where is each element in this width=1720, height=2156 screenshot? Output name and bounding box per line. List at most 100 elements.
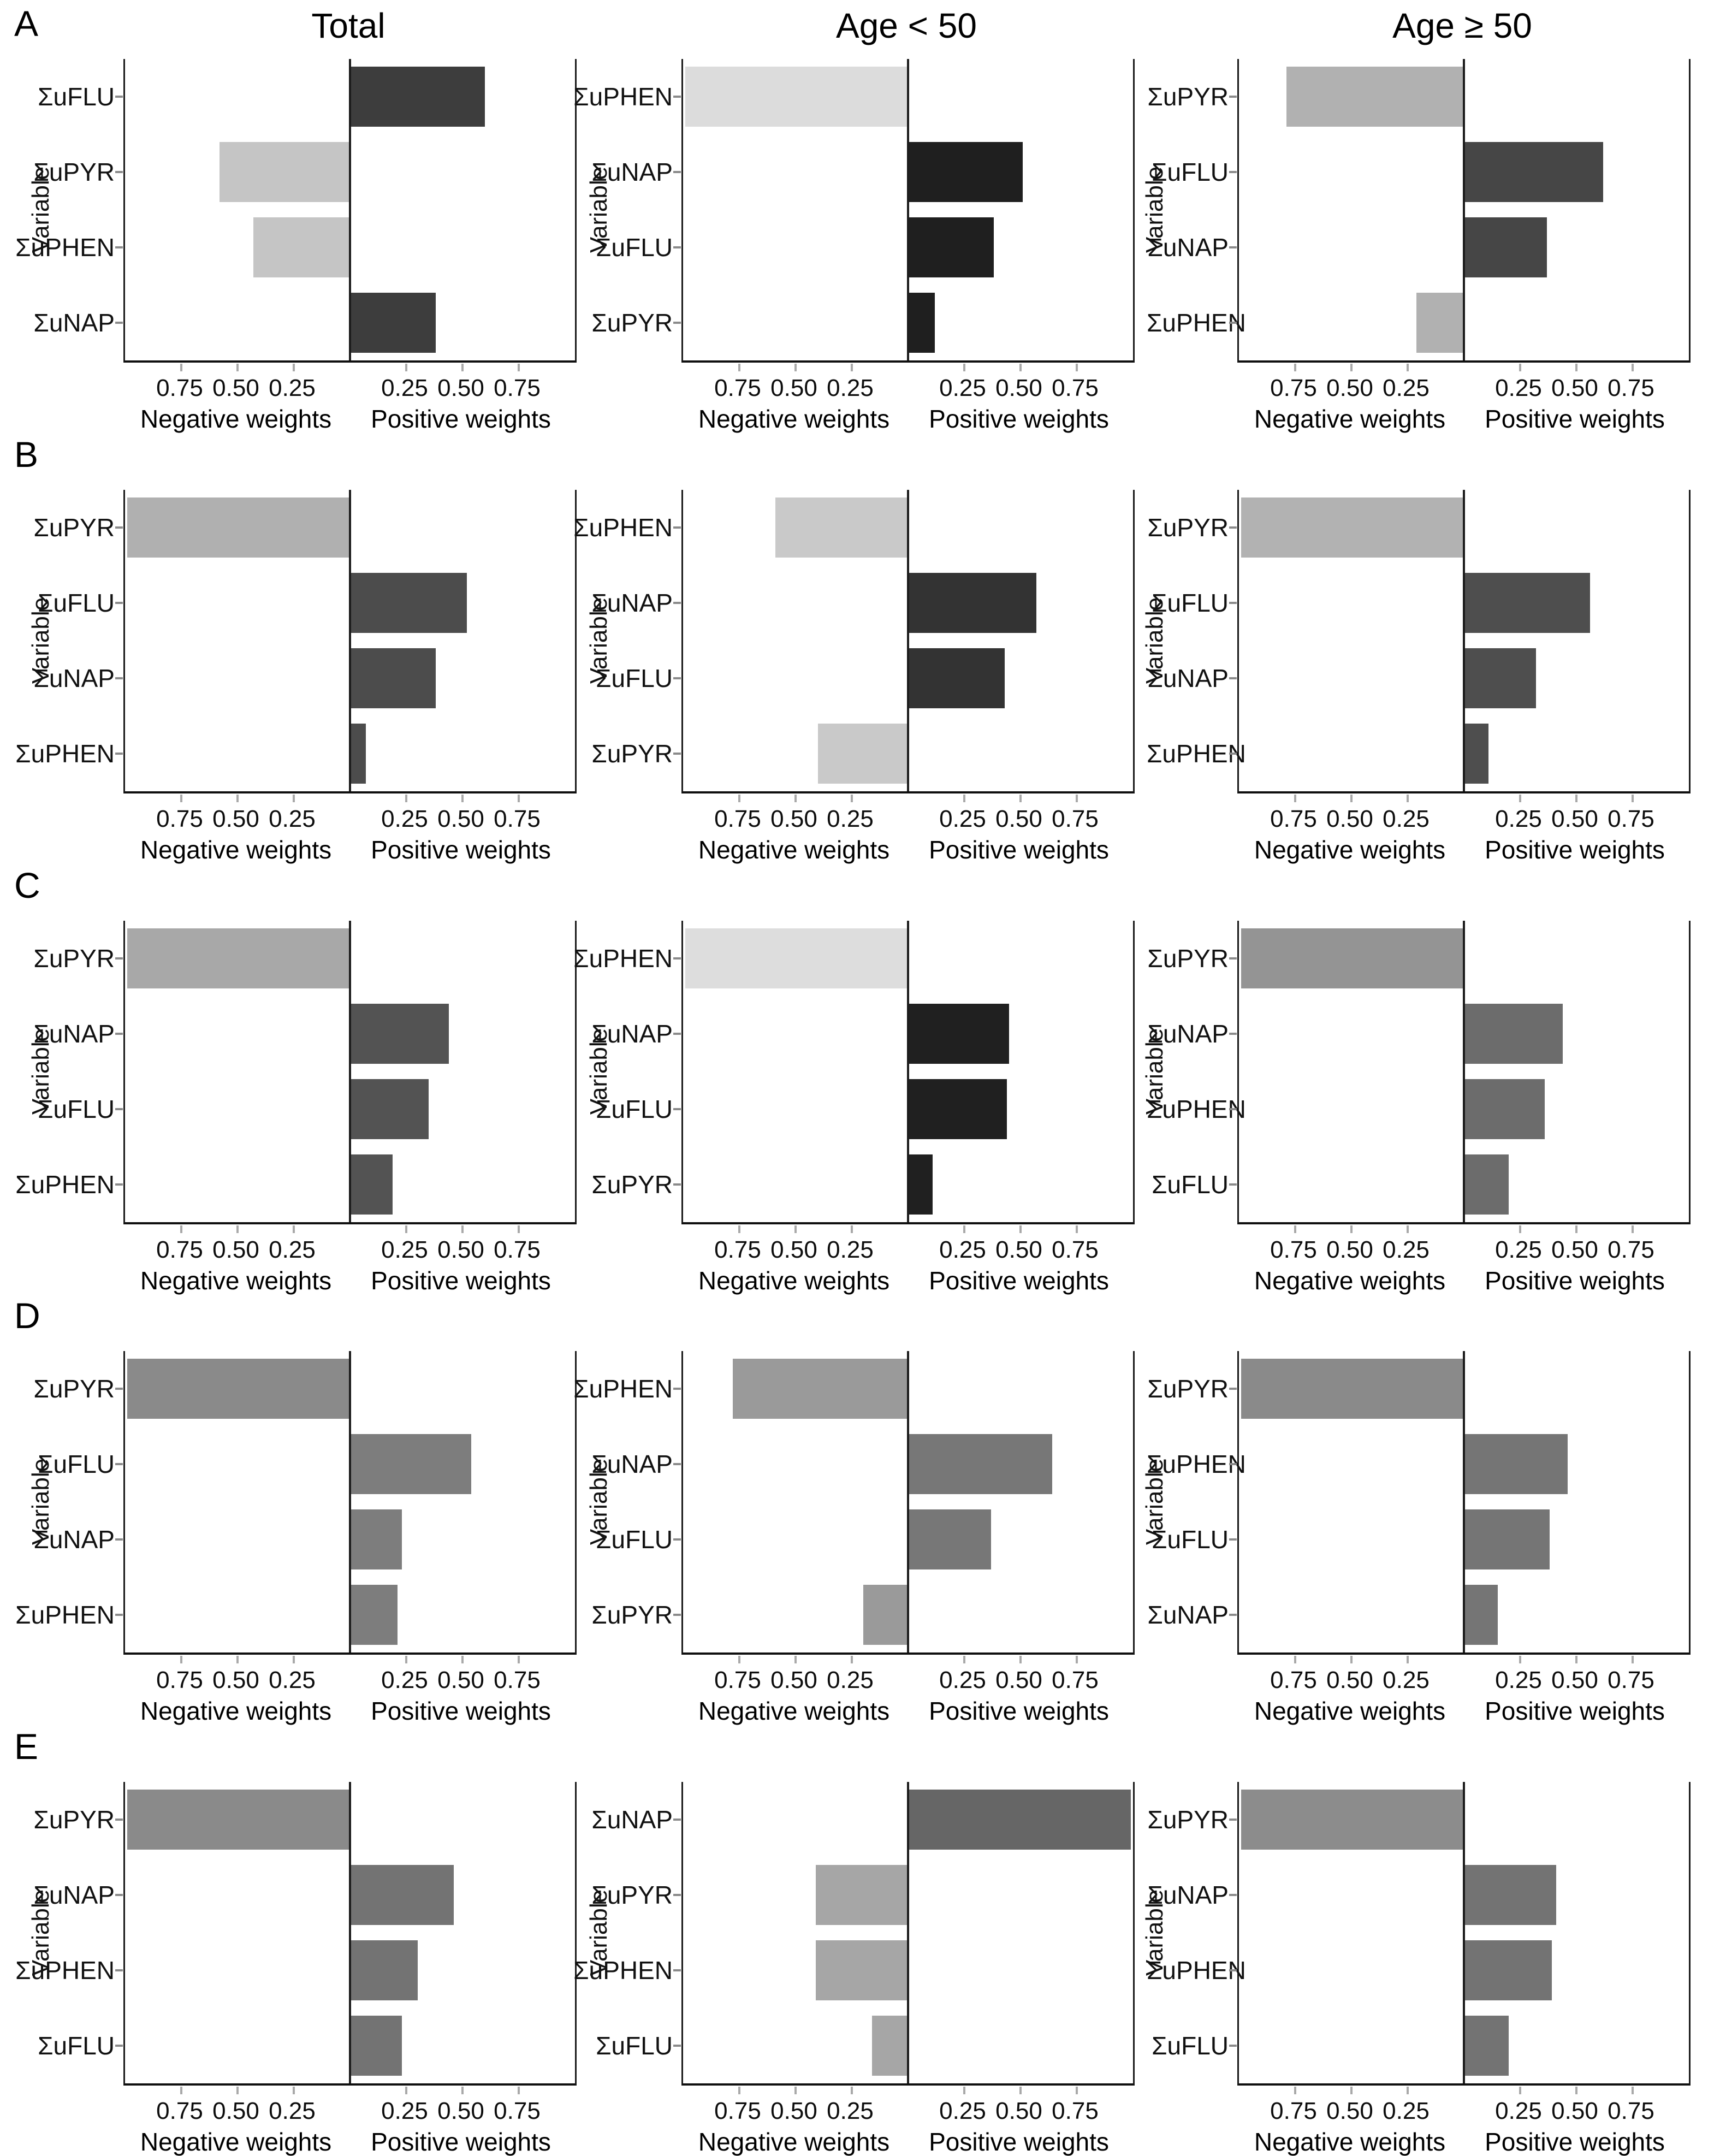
x-tick-label: 0.75: [714, 2098, 761, 2125]
y-tick-mark: [1229, 1894, 1237, 1897]
x-tick-mark: [180, 1656, 182, 1664]
y-tick-label-supyr: ΣuPYR: [33, 513, 115, 542]
y-tick-mark: [673, 601, 681, 604]
negative-weights-caption: Negative weights: [698, 405, 890, 433]
y-tick-label-supyr: ΣuPYR: [591, 1881, 673, 1910]
y-tick-label-sunap: ΣuNAP: [1147, 1019, 1229, 1048]
y-tick-label-sunap: ΣuNAP: [33, 664, 115, 692]
x-tick-label: 0.50: [1326, 805, 1373, 832]
y-tick-mark: [115, 1463, 123, 1466]
y-tick-label-suflu: ΣuFLU: [38, 1450, 115, 1479]
zero-line: [907, 59, 909, 360]
x-tick-label: 0.50: [1326, 375, 1373, 401]
x-tick-mark: [851, 794, 853, 802]
x-tick-label: 0.75: [714, 1667, 761, 1694]
x-tick-label: 0.50: [1326, 1667, 1373, 1694]
x-tick-mark: [1076, 794, 1078, 802]
x-tick-label: 0.75: [1052, 2098, 1099, 2125]
y-tick-label-supyr: ΣuPYR: [591, 309, 673, 337]
bar-supyr: [1241, 928, 1464, 988]
y-tick-label-suflu: ΣuFLU: [1152, 1525, 1229, 1554]
y-tick-mark: [673, 1107, 681, 1110]
x-tick-label: 0.75: [494, 1667, 541, 1694]
x-tick-mark: [794, 2087, 797, 2095]
x-tick-mark: [518, 2087, 520, 2095]
x-tick-label: 0.50: [212, 375, 259, 401]
y-tick-mark: [673, 1894, 681, 1897]
x-tick-label: 0.25: [939, 805, 986, 832]
y-tick-label-sunap: ΣuNAP: [1147, 664, 1229, 692]
positive-weights-caption: Positive weights: [1485, 2128, 1665, 2156]
x-tick-mark: [1019, 364, 1022, 371]
plot-area: [115, 59, 577, 371]
y-tick-label-sunap: ΣuNAP: [591, 1450, 673, 1479]
bar-suphen: [350, 723, 366, 784]
x-tick-mark: [461, 1656, 464, 1664]
panel-A-2: Age < 50 Variable ΣuPHEN ΣuNAP ΣuFLU ΣuPYR 0.7…: [573, 0, 1147, 433]
x-tick-mark: [518, 794, 520, 802]
bar-supyr: [908, 1154, 933, 1215]
x-tick-mark: [963, 1656, 965, 1664]
bar-supyr: [127, 1359, 350, 1419]
y-tick-label-suflu: ΣuFLU: [1152, 1170, 1229, 1199]
y-tick-label-suphen: ΣuPHEN: [15, 1170, 115, 1199]
x-tick-label: 0.50: [212, 1236, 259, 1263]
bar-suflu: [1464, 572, 1590, 633]
y-tick-label-supyr: ΣuPYR: [33, 944, 115, 973]
y-tick-label-sunap: ΣuNAP: [1147, 233, 1229, 262]
y-tick-label-supyr: ΣuPYR: [591, 1601, 673, 1630]
y-tick-mark: [673, 1183, 681, 1186]
positive-weights-caption: Positive weights: [371, 835, 551, 864]
x-tick-label: 0.25: [1495, 805, 1542, 832]
positive-weights-caption: Positive weights: [929, 1266, 1109, 1295]
bar-suflu: [1464, 1509, 1550, 1570]
y-tick-label-suphen: ΣuPHEN: [573, 1956, 673, 1985]
x-tick-label: 0.25: [1383, 2098, 1430, 2125]
panel-B-2: Variable ΣuPHEN ΣuNAP ΣuFLU ΣuPYR 0.75 0.50 0.2…: [573, 431, 1147, 864]
x-tick-mark: [1350, 1656, 1353, 1664]
zero-line: [907, 920, 909, 1222]
plot-area: [1229, 489, 1691, 802]
y-tick-label-suflu: ΣuFLU: [596, 233, 673, 262]
positive-weights-caption: Positive weights: [929, 835, 1109, 864]
x-tick-label: 0.25: [1383, 375, 1430, 401]
bar-supyr: [1241, 497, 1464, 558]
plot-area: [673, 489, 1135, 802]
bar-supyr: [1241, 1790, 1464, 1850]
x-tick-mark: [1350, 2087, 1353, 2095]
bar-sunap: [908, 1003, 1010, 1064]
x-tick-label: 0.75: [494, 375, 541, 401]
x-tick-label: 0.25: [827, 375, 874, 401]
x-tick-label: 0.75: [1270, 1236, 1317, 1263]
x-tick-label: 0.50: [770, 375, 817, 401]
x-tick-mark: [851, 2087, 853, 2095]
panel-D-1: D Variable ΣuPYR ΣuFLU ΣuNAP ΣuPHEN 0.75 0.50 0.…: [0, 1292, 577, 1725]
bar-sunap: [350, 293, 436, 353]
y-tick-label-suflu: ΣuFLU: [1152, 2031, 1229, 2060]
x-tick-mark: [794, 1656, 797, 1664]
x-tick-mark: [1294, 1225, 1296, 1233]
y-tick-mark: [115, 1614, 123, 1616]
y-tick-mark: [673, 1388, 681, 1390]
y-tick-mark: [115, 322, 123, 324]
y-tick-label-suflu: ΣuFLU: [1152, 158, 1229, 186]
panel-row-label: E: [14, 1726, 39, 1767]
y-tick-mark: [1229, 1969, 1237, 1972]
bar-suflu: [1464, 142, 1604, 202]
y-tick-label-sunap: ΣuNAP: [33, 309, 115, 337]
negative-weights-caption: Negative weights: [698, 1266, 890, 1295]
x-tick-mark: [1019, 2087, 1022, 2095]
y-tick-mark: [115, 1032, 123, 1035]
y-tick-label-suphen: ΣuPHEN: [573, 82, 673, 111]
x-tick-label: 0.75: [1608, 375, 1654, 401]
x-tick-label: 0.25: [381, 375, 428, 401]
y-tick-label-supyr: ΣuPYR: [1147, 82, 1229, 111]
x-tick-mark: [1350, 794, 1353, 802]
y-tick-mark: [1229, 171, 1237, 173]
plot-area: [1229, 1782, 1691, 2095]
x-tick-label: 0.75: [714, 1236, 761, 1263]
x-tick-label: 0.25: [939, 1667, 986, 1694]
y-tick-label-suphen: ΣuPHEN: [1147, 1956, 1246, 1985]
y-tick-mark: [673, 171, 681, 173]
bar-suphen: [1464, 1079, 1545, 1139]
